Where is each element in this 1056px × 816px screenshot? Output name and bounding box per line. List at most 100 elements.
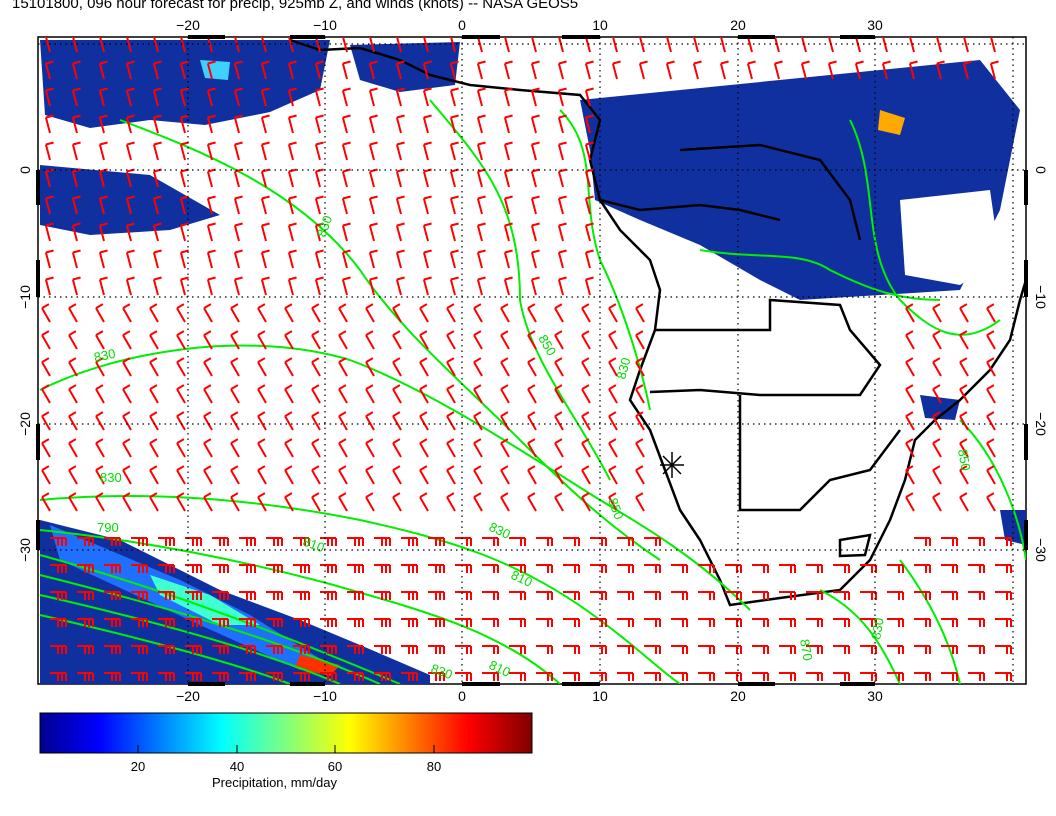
wind-barb [314, 114, 324, 134]
wind-barb [536, 645, 553, 654]
wind-barb [671, 564, 688, 573]
wind-barb [149, 465, 159, 485]
wind-barb [341, 276, 351, 296]
wind-barb [257, 465, 267, 485]
wind-barb [392, 384, 402, 404]
wind-barb [446, 357, 456, 377]
wind-barb [449, 222, 459, 242]
wind-barb [449, 276, 459, 296]
precip-colorbar [39, 712, 533, 754]
wind-barb [320, 564, 337, 573]
wind-barb [827, 60, 837, 80]
wind-barb [419, 438, 429, 458]
wind-barb [212, 537, 229, 546]
wind-barb [419, 357, 429, 377]
wind-barb [41, 357, 51, 377]
wind-barb [905, 357, 915, 377]
wind-barb [428, 591, 445, 600]
wind-barb [860, 672, 877, 681]
wind-barb [725, 645, 742, 654]
wind-barb [104, 672, 121, 681]
wind-barb [503, 141, 513, 161]
wind-barb [206, 222, 216, 242]
wind-barb [206, 249, 216, 269]
wind-barb [581, 384, 591, 404]
wind-barb [176, 492, 186, 512]
wind-barb [527, 357, 537, 377]
wind-barb [449, 141, 459, 161]
wind-barb [941, 591, 958, 600]
wind-barb [554, 438, 564, 458]
wind-barb [401, 537, 418, 546]
wind-barb [368, 60, 378, 80]
wind-barb [185, 537, 202, 546]
wind-barb [905, 330, 915, 350]
wind-barb [962, 60, 972, 80]
wind-barb [68, 357, 78, 377]
wind-barb [698, 645, 715, 654]
wind-barb [230, 303, 240, 323]
wind-barb [320, 591, 337, 600]
wind-barb [203, 411, 213, 431]
wind-barb [260, 114, 270, 134]
wind-barb [590, 618, 607, 627]
wind-barb [428, 618, 445, 627]
wind-barb [422, 168, 432, 188]
wind-barb [530, 87, 540, 107]
wind-barb [449, 37, 456, 53]
wind-barb [179, 222, 189, 242]
wind-barb [179, 195, 189, 215]
wind-barb [311, 411, 321, 431]
wind-barb [206, 114, 216, 134]
contour-label: 830 [868, 617, 887, 641]
wind-barb [557, 168, 567, 188]
wind-barb [635, 330, 645, 350]
wind-barb [311, 492, 321, 512]
wind-barb [422, 276, 432, 296]
wind-barb [401, 591, 418, 600]
wind-barb [905, 384, 915, 404]
wind-barb [527, 384, 537, 404]
wind-barb [473, 492, 483, 512]
wind-barb [347, 564, 364, 573]
wind-barb [392, 303, 402, 323]
wind-barb [158, 618, 175, 627]
wind-barb [203, 330, 213, 350]
wind-barb [644, 618, 661, 627]
wind-barb [266, 618, 283, 627]
wind-barb [527, 330, 537, 350]
wind-barb [392, 357, 402, 377]
wind-barb [941, 645, 958, 654]
wind-barb [98, 60, 108, 80]
wind-barb [887, 591, 904, 600]
wind-barb [395, 37, 402, 53]
wind-barb [311, 384, 321, 404]
wind-barb [338, 303, 348, 323]
wind-barb [158, 672, 175, 681]
wind-barb [368, 249, 378, 269]
wind-barb [152, 37, 159, 53]
wind-barb [374, 618, 391, 627]
wind-barb [401, 672, 418, 681]
wind-barb [98, 114, 108, 134]
wind-barb [644, 591, 661, 600]
wind-barb [257, 492, 267, 512]
wind-barb [287, 249, 297, 269]
wind-barb [239, 564, 256, 573]
wind-barb [95, 330, 105, 350]
wind-barb [671, 618, 688, 627]
wind-barb [935, 37, 942, 53]
wind-barb [98, 195, 108, 215]
wind-barb [698, 672, 715, 681]
wind-barb [530, 276, 540, 296]
wind-barb [233, 114, 243, 134]
wind-barb [584, 60, 594, 80]
wind-barb [257, 303, 267, 323]
wind-barb [446, 330, 456, 350]
wind-barb [50, 618, 67, 627]
wind-barb [905, 492, 915, 512]
wind-barb [311, 357, 321, 377]
wind-barb [644, 537, 661, 546]
wind-barb [239, 618, 256, 627]
wind-barb [422, 114, 432, 134]
